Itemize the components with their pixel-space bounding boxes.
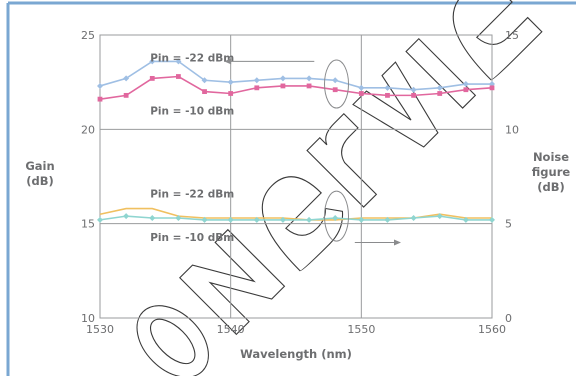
data-point xyxy=(489,85,495,91)
watermark xyxy=(136,0,543,376)
data-point xyxy=(306,83,312,89)
data-point xyxy=(228,91,234,96)
data-point xyxy=(358,91,364,96)
data-point xyxy=(411,92,416,98)
data-point xyxy=(176,74,181,79)
x-tick-label: 1550 xyxy=(347,323,375,336)
data-point xyxy=(437,91,443,96)
data-point xyxy=(175,215,182,222)
data-point xyxy=(97,82,103,89)
y-left-tick-label: 15 xyxy=(81,218,95,231)
y-right-tick-label: 5 xyxy=(505,218,512,231)
arrow-right-head xyxy=(394,239,401,246)
data-point xyxy=(436,213,443,220)
data-point xyxy=(279,216,286,223)
data-point xyxy=(462,216,469,223)
gain-group-ellipse xyxy=(324,59,350,109)
data-point xyxy=(332,77,339,84)
data-point xyxy=(280,83,286,89)
data-point xyxy=(410,86,417,93)
data-point xyxy=(202,89,207,94)
series-line-2 xyxy=(99,207,492,221)
series-line-1 xyxy=(99,75,493,100)
x-tick-label: 1560 xyxy=(478,323,506,336)
data-point xyxy=(385,92,390,98)
data-point xyxy=(123,213,130,220)
data-point xyxy=(463,87,469,93)
x-tick-label: 1540 xyxy=(217,323,245,336)
data-point xyxy=(332,87,338,93)
data-point xyxy=(410,215,417,222)
data-point xyxy=(227,79,234,86)
data-point xyxy=(149,215,156,222)
data-point xyxy=(175,58,182,65)
data-point xyxy=(358,216,365,223)
data-point xyxy=(123,92,129,98)
data-point xyxy=(358,84,365,91)
x-axis-label: Wavelength (nm) xyxy=(240,347,352,361)
data-point xyxy=(436,84,443,91)
data-point xyxy=(384,216,391,223)
y-left-axis-label: Gain xyxy=(25,159,54,173)
data-point xyxy=(332,215,339,222)
data-point xyxy=(227,216,234,223)
annotations: Pin = -22 dBm Pin = -10 dBm Pin = -22 dBm P… xyxy=(150,53,401,246)
y-right-axis-label: Noise xyxy=(533,150,569,164)
data-point xyxy=(253,216,260,223)
data-point xyxy=(149,75,155,81)
data-point xyxy=(149,58,156,65)
noise-group-ellipse xyxy=(324,190,350,242)
series-line-3 xyxy=(99,215,492,221)
data-point xyxy=(462,81,469,88)
annotation-label: Pin = -10 dBm xyxy=(150,105,234,117)
data-point xyxy=(97,216,103,223)
y-left-tick-label: 10 xyxy=(81,312,95,325)
data-point xyxy=(97,96,103,102)
plot-border xyxy=(99,34,493,319)
x-tick-label: 1530 xyxy=(86,323,114,336)
series-line-0 xyxy=(99,60,492,91)
y-left-axis-label: (dB) xyxy=(26,174,54,188)
data-point xyxy=(201,216,208,223)
annotation-label: Pin = -22 dBm xyxy=(150,53,234,65)
arrow-left-head xyxy=(224,58,232,65)
series-layer xyxy=(97,58,495,223)
data-point xyxy=(489,216,495,223)
y-right-axis-label: (dB) xyxy=(537,180,565,194)
plot-area xyxy=(99,34,493,319)
y-right-axis-label: figure xyxy=(532,165,571,179)
data-point xyxy=(254,85,260,91)
data-point xyxy=(306,216,313,223)
annotation-label: Pin = -22 dBm xyxy=(150,188,234,200)
y-right-tick-label: 0 xyxy=(505,312,512,325)
data-point xyxy=(123,75,130,82)
data-point xyxy=(384,84,391,91)
annotation-label: Pin = -10 dBm xyxy=(150,232,234,244)
y-left-tick-label: 20 xyxy=(81,123,95,136)
y-left-tick-label: 25 xyxy=(81,29,95,42)
y-right-tick-label: 10 xyxy=(505,123,519,136)
data-point xyxy=(253,77,260,84)
data-point xyxy=(279,75,286,82)
y-right-tick-label: 15 xyxy=(505,29,519,42)
data-point xyxy=(201,77,208,84)
data-point xyxy=(306,75,313,82)
tick-labels: 1530 1540 1550 1560 10 15 20 25 0 5 10 15 xyxy=(81,29,519,336)
